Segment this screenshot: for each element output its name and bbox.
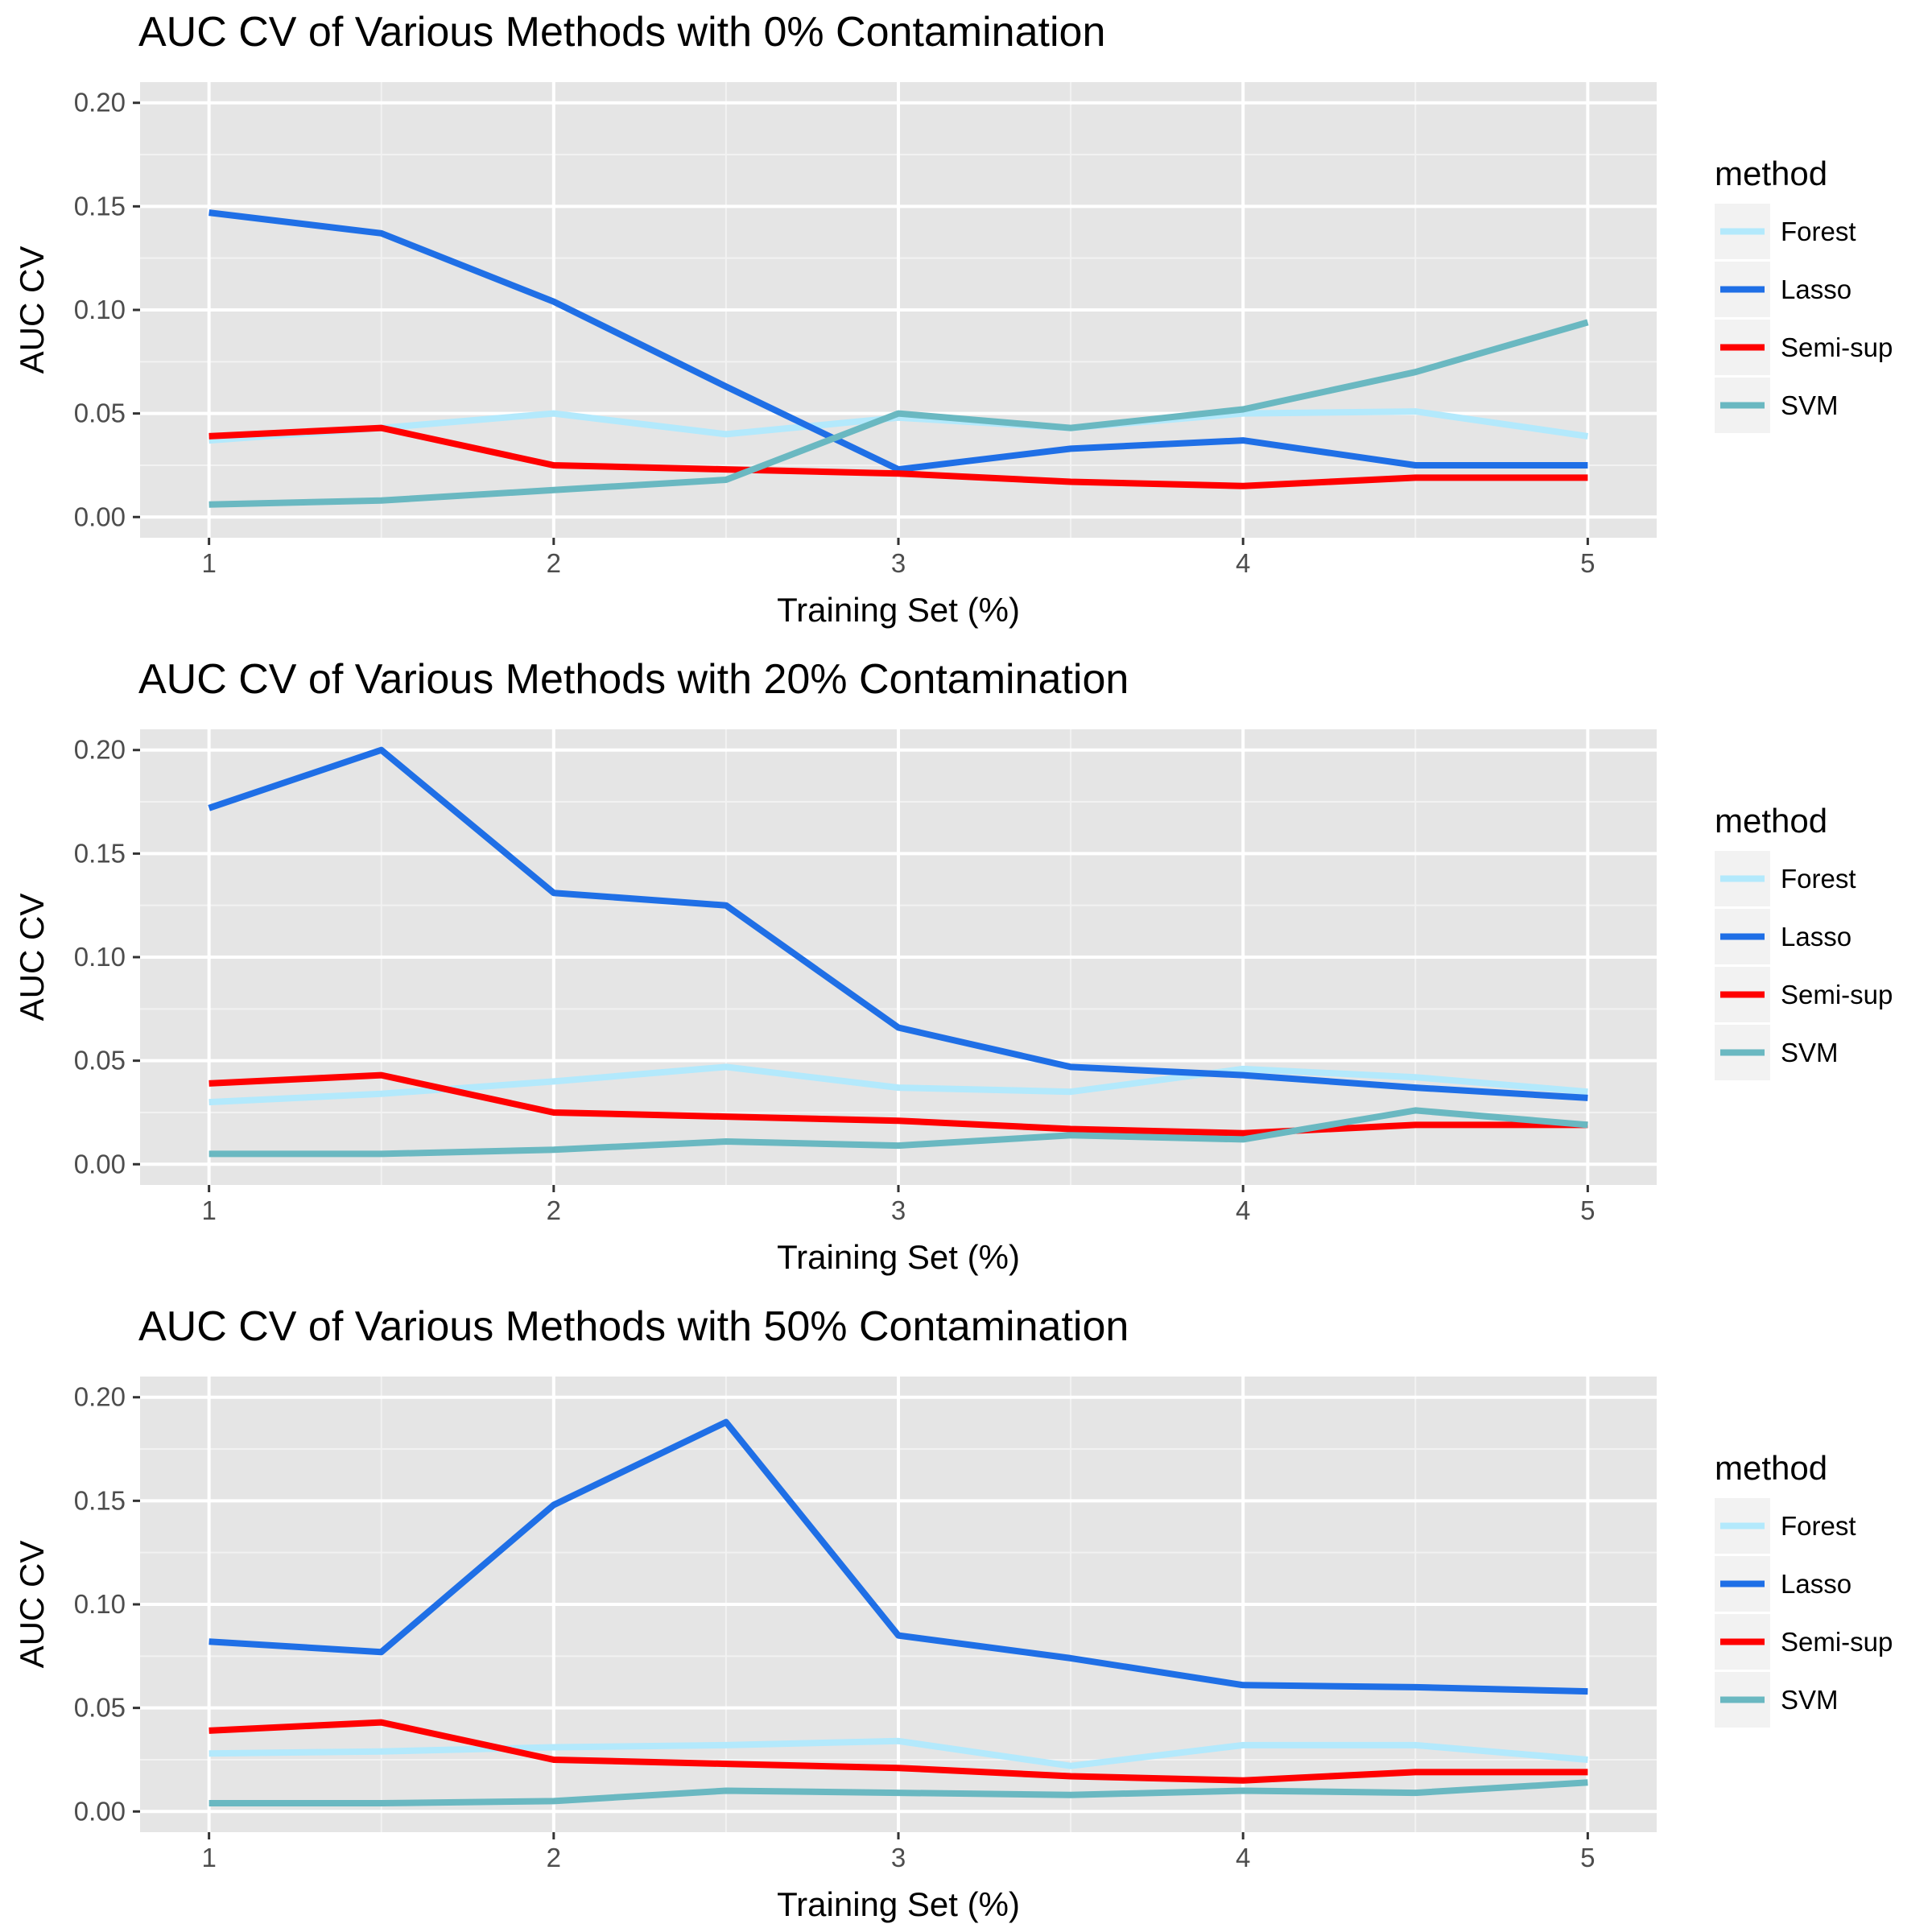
series-line-svm — [208, 1107, 1588, 1158]
legend-label: Lasso — [1781, 922, 1852, 952]
legend-title: method — [1715, 155, 1827, 192]
legend-label: Lasso — [1781, 1569, 1852, 1599]
x-axis-title: Training Set (%) — [777, 1238, 1020, 1276]
legend-title: method — [1715, 1449, 1827, 1487]
y-tick-label: 0.10 — [74, 295, 126, 324]
y-tick-label: 0.05 — [74, 398, 126, 428]
series-line-svm — [208, 319, 1589, 508]
series-line-semi-sup — [208, 424, 1588, 489]
x-tick-label: 1 — [201, 1843, 216, 1872]
y-tick-label: 0.15 — [74, 838, 126, 868]
x-tick-label: 4 — [1236, 1843, 1250, 1872]
legend-label: SVM — [1781, 1685, 1839, 1715]
legend-label: SVM — [1781, 1038, 1839, 1067]
chart-title: AUC CV of Various Methods with 50% Conta… — [138, 1303, 1129, 1350]
x-tick-label: 5 — [1580, 1195, 1595, 1225]
series-line-semi-sup — [208, 1071, 1588, 1137]
x-tick-label: 5 — [1580, 548, 1595, 578]
series-line-lasso — [208, 209, 1588, 473]
x-tick-label: 2 — [547, 548, 561, 578]
series-line-lasso — [208, 1418, 1588, 1695]
series-line-semi-sup — [208, 1719, 1588, 1784]
x-axis-title: Training Set (%) — [777, 591, 1020, 629]
y-tick-label: 0.05 — [74, 1693, 126, 1723]
legend-label: Forest — [1781, 864, 1856, 894]
y-tick-label: 0.00 — [74, 502, 126, 531]
series-line-lasso — [208, 746, 1588, 1101]
chart-panel-1: AUC CV of Various Methods with 0% Contam… — [13, 9, 1893, 629]
x-tick-label: 5 — [1580, 1843, 1595, 1872]
x-tick-label: 2 — [547, 1843, 561, 1872]
x-tick-label: 3 — [891, 1195, 906, 1225]
y-tick-label: 0.10 — [74, 942, 126, 972]
chart-panel-2: AUC CV of Various Methods with 20% Conta… — [13, 656, 1893, 1276]
series-line-forest — [208, 1737, 1588, 1769]
y-tick-label: 0.15 — [74, 191, 126, 221]
y-axis-title: AUC CV — [13, 246, 51, 374]
y-axis-title: AUC CV — [13, 894, 51, 1022]
chart-title: AUC CV of Various Methods with 0% Contam… — [138, 9, 1105, 56]
x-axis-title: Training Set (%) — [777, 1885, 1020, 1923]
y-tick-label: 0.00 — [74, 1796, 126, 1826]
x-tick-label: 4 — [1236, 548, 1250, 578]
x-tick-label: 3 — [891, 548, 906, 578]
legend-title: method — [1715, 802, 1827, 840]
x-tick-label: 4 — [1236, 1195, 1250, 1225]
legend-label: Semi-sup — [1781, 332, 1893, 362]
x-tick-label: 1 — [201, 1195, 216, 1225]
x-tick-label: 3 — [891, 1843, 906, 1872]
y-tick-label: 0.15 — [74, 1485, 126, 1515]
x-tick-label: 1 — [201, 548, 216, 578]
y-tick-label: 0.00 — [74, 1149, 126, 1179]
legend-label: Lasso — [1781, 275, 1852, 304]
series-line-forest — [208, 408, 1588, 444]
legend-label: Forest — [1781, 1511, 1856, 1541]
series-line-svm — [208, 1779, 1588, 1806]
y-tick-label: 0.05 — [74, 1046, 126, 1075]
y-tick-label: 0.10 — [74, 1589, 126, 1619]
x-tick-label: 2 — [547, 1195, 561, 1225]
y-tick-label: 0.20 — [74, 735, 126, 765]
chart-panel-3: AUC CV of Various Methods with 50% Conta… — [13, 1303, 1893, 1923]
y-tick-label: 0.20 — [74, 88, 126, 118]
legend-label: Semi-sup — [1781, 980, 1893, 1009]
legend-label: SVM — [1781, 390, 1839, 420]
y-tick-label: 0.20 — [74, 1382, 126, 1412]
legend-label: Forest — [1781, 217, 1856, 246]
legend-label: Semi-sup — [1781, 1627, 1893, 1657]
y-axis-title: AUC CV — [13, 1541, 51, 1669]
chart-title: AUC CV of Various Methods with 20% Conta… — [138, 656, 1129, 703]
